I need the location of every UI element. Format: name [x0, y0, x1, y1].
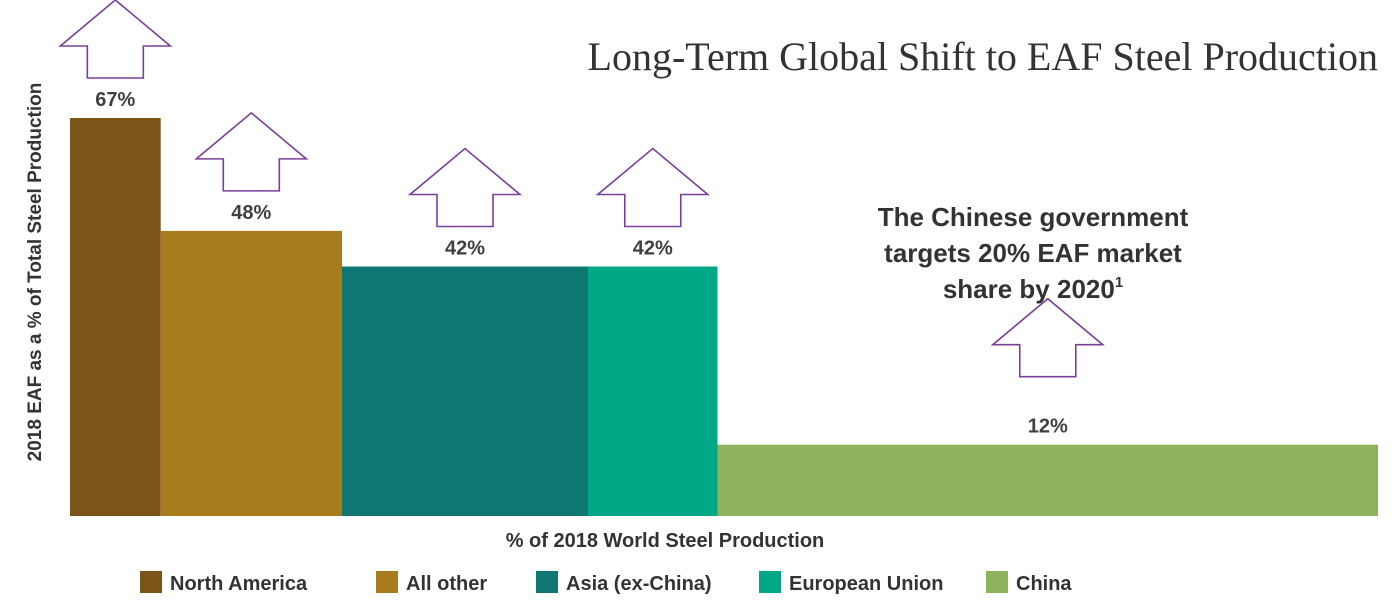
legend-swatch-asia-ex-china	[536, 571, 558, 593]
legend-label-all-other: All other	[406, 573, 487, 595]
y-axis-label: 2018 EAF as a % of Total Steel Productio…	[25, 83, 46, 462]
annotation-line-3-text: share by 2020	[943, 274, 1115, 304]
up-arrow-all-other	[194, 111, 309, 192]
up-arrow-north-america	[58, 0, 173, 79]
legend-swatch-north-america	[140, 571, 162, 593]
bar-china	[717, 444, 1378, 516]
bar-all-other	[160, 230, 342, 516]
annotation-line-1: The Chinese government	[878, 202, 1189, 232]
data-label-china: 12%	[1028, 416, 1068, 438]
up-arrow-china	[990, 297, 1105, 378]
legend: North America All other Asia (ex-China) Eur…	[140, 571, 1072, 595]
data-label-asia-ex-china: 42%	[445, 238, 485, 260]
data-label-european-union: 42%	[633, 238, 673, 260]
legend-swatch-european-union	[759, 571, 781, 593]
up-arrow-european-union	[595, 147, 710, 228]
up-arrow-asia-ex-china	[407, 147, 523, 228]
bar-north-america	[70, 118, 161, 516]
legend-swatch-china	[986, 571, 1008, 593]
legend-label-north-america: North America	[170, 573, 308, 595]
legend-label-china: China	[1016, 573, 1072, 595]
data-labels: 67% 48% 42% 42% 12%	[95, 89, 1068, 438]
bar-european-union	[588, 266, 718, 516]
annotation-line-3: share by 20201	[943, 274, 1123, 304]
bars	[70, 118, 1378, 516]
legend-swatch-all-other	[376, 571, 398, 593]
annotation-superscript: 1	[1115, 274, 1123, 291]
legend-label-asia-ex-china: Asia (ex-China)	[566, 573, 712, 595]
chart-title: Long-Term Global Shift to EAF Steel Prod…	[588, 34, 1378, 79]
annotation-line-2: targets 20% EAF market	[884, 238, 1182, 268]
bar-asia-ex-china	[342, 266, 589, 516]
arrows	[58, 0, 1105, 378]
legend-label-european-union: European Union	[789, 573, 943, 595]
annotation: The Chinese government targets 20% EAF m…	[878, 202, 1189, 304]
data-label-north-america: 67%	[95, 89, 135, 111]
x-axis-label: % of 2018 World Steel Production	[506, 530, 825, 552]
data-label-all-other: 48%	[231, 202, 271, 224]
